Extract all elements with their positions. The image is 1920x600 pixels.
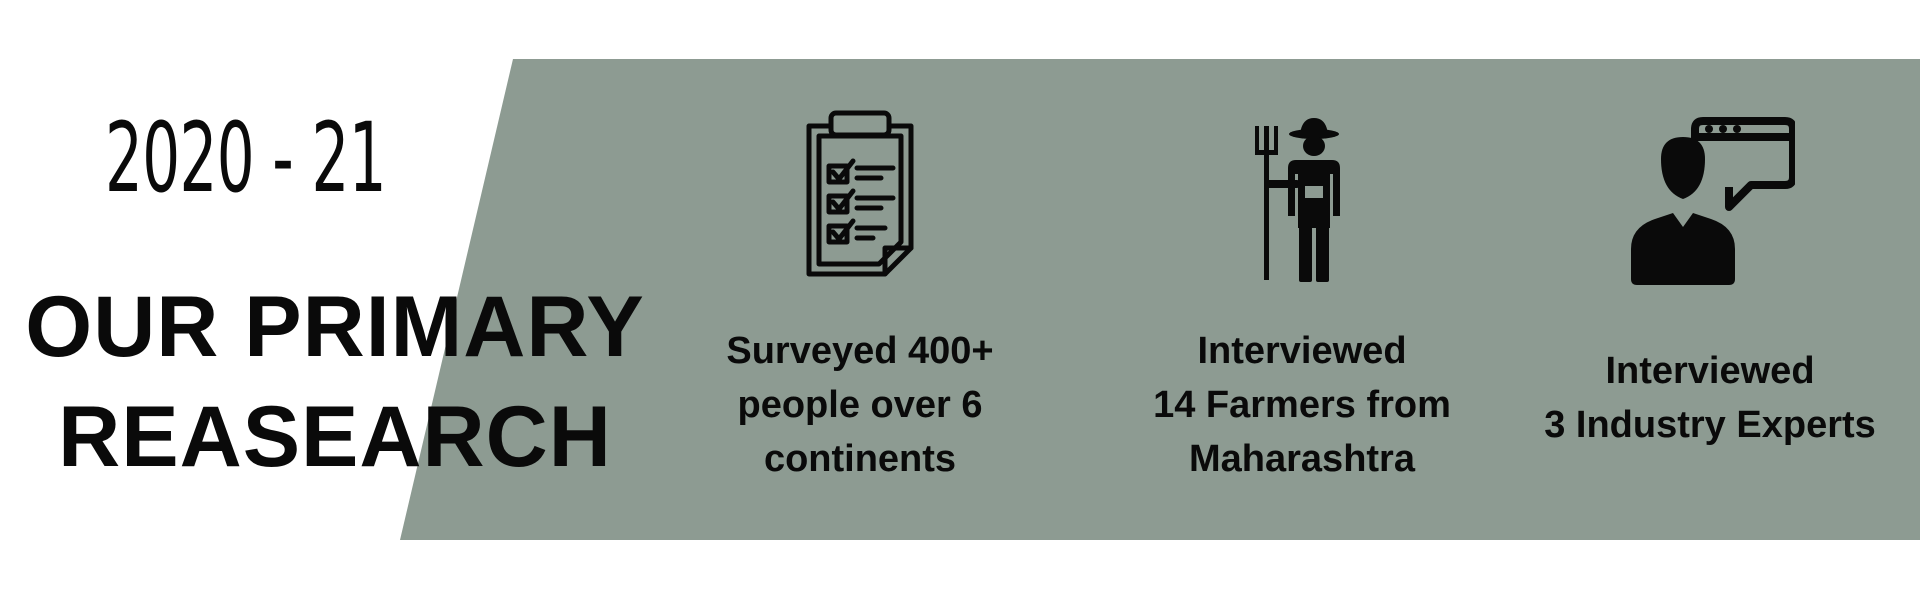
stat-caption-line: Interviewed: [1605, 350, 1815, 392]
year-label: 2020 - 21: [105, 102, 387, 214]
stat-caption-line: continents: [763, 438, 957, 480]
page-title-line-1: OUR PRIMARY: [25, 279, 645, 375]
stat-caption-line: Maharashtra: [1189, 438, 1415, 480]
stat-survey-caption: Surveyed 400+ people over 6 continents: [650, 324, 1070, 486]
stat-caption-line: 3 Industry Experts: [1544, 404, 1876, 446]
stat-farmers: Interviewed 14 Farmers from Maharashtra: [1092, 100, 1512, 500]
stat-experts-caption: Interviewed 3 Industry Experts: [1500, 344, 1920, 452]
clipboard-checklist-icon: [806, 110, 914, 277]
stat-survey: Surveyed 400+ people over 6 continents: [650, 100, 1070, 500]
farmer-pitchfork-icon: [1255, 118, 1340, 282]
stat-caption-line: Interviewed: [1197, 330, 1407, 372]
stat-caption-line: people over 6: [737, 384, 983, 426]
page-title: OUR PRIMARY REASEARCH: [20, 272, 650, 492]
stat-experts: Interviewed 3 Industry Experts: [1500, 100, 1920, 500]
stat-farmers-caption: Interviewed 14 Farmers from Maharashtra: [1092, 324, 1512, 486]
stat-caption-line: Surveyed 400+: [726, 330, 994, 372]
page-title-line-2: REASEARCH: [58, 389, 612, 485]
expert-chat-icon: [1631, 117, 1795, 285]
stat-caption-line: 14 Farmers from: [1153, 384, 1451, 426]
